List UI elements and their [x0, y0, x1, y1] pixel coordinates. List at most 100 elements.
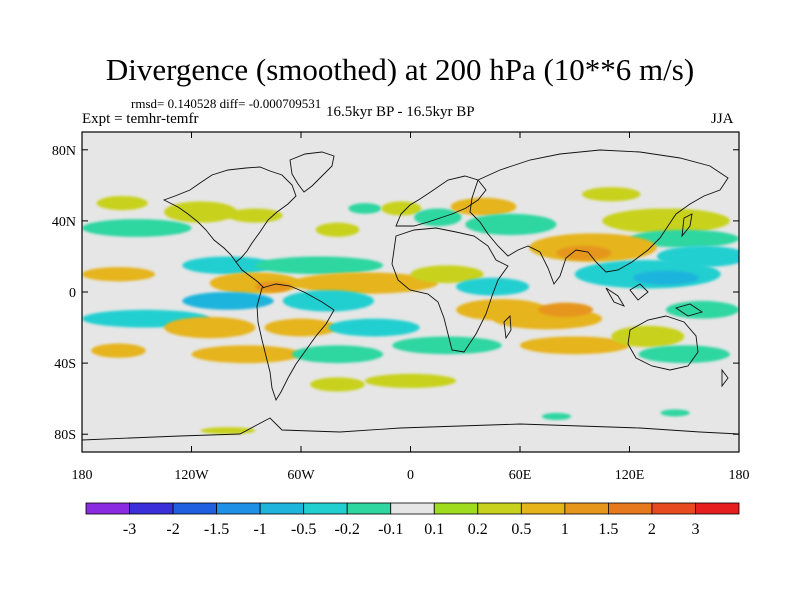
colorbar-box: [346, 502, 392, 515]
anomaly-patch: [611, 325, 685, 348]
coast-asia: [469, 149, 729, 285]
colorbar-label: -3: [123, 521, 136, 538]
colorbar-label: -2: [166, 521, 179, 538]
anomaly-patch: [191, 345, 301, 364]
colorbar-box: [259, 502, 305, 515]
colorbar-box: [564, 502, 609, 515]
anomaly-patch: [538, 302, 593, 317]
anomaly-patch: [629, 229, 739, 248]
anomaly-patch: [381, 201, 422, 216]
map-background: [82, 132, 739, 452]
anomaly-patch: [392, 336, 502, 355]
anomaly-patch: [82, 267, 155, 282]
anomaly-patch: [282, 290, 374, 312]
anomaly-patch: [182, 256, 274, 275]
anomaly-patch: [602, 208, 730, 234]
experiment-label: Expt = temhr-temfr: [82, 111, 199, 127]
season-label: JJA: [711, 111, 734, 127]
stats-label: rmsd= 0.140528 diff= -0.000709531: [131, 96, 322, 111]
anomaly-patch: [520, 336, 630, 355]
anomaly-patch: [410, 265, 484, 284]
y-tick-label: 40S: [54, 357, 76, 372]
y-tick-label: 40N: [52, 215, 76, 230]
coast-africa: [391, 227, 509, 353]
anomaly-patch: [364, 373, 457, 388]
y-tick-label: 80N: [52, 144, 76, 159]
x-tick-label: 60W: [287, 468, 315, 483]
coast-borneo: [629, 283, 649, 301]
coast-greenland: [289, 151, 335, 193]
coast-antarctica: [82, 417, 739, 441]
colorbar-label: 3: [691, 521, 699, 538]
anomaly-patch: [450, 197, 517, 216]
colorbar-label: -1: [253, 521, 266, 538]
coast-sumatra: [605, 287, 626, 307]
anomaly-patch: [315, 222, 360, 237]
colorbar-box: [433, 502, 479, 515]
colorbar-label: -0.5: [291, 521, 316, 538]
anomaly-patch: [255, 256, 384, 275]
colorbar-label: 0.5: [511, 521, 531, 538]
coast-japan: [681, 213, 693, 238]
anomaly-patch: [182, 292, 274, 310]
colorbar-label: 0.2: [468, 521, 488, 538]
colorbar-label: -0.1: [378, 521, 403, 538]
map-title: Divergence (smoothed) at 200 hPa (10**6 …: [105, 52, 695, 87]
anomaly-patch: [666, 300, 739, 319]
coast-south-america: [256, 283, 335, 402]
colorbar-label: 2: [648, 521, 656, 538]
colorbar-label: 0.1: [424, 521, 444, 538]
anomaly-patch: [255, 281, 292, 292]
coast-australia: [627, 315, 699, 371]
anomaly-patch: [541, 412, 572, 421]
colorbar-box: [608, 502, 653, 515]
coastlines: [82, 149, 739, 441]
anomaly-patch: [660, 409, 690, 417]
x-tick-label: 120W: [174, 468, 209, 483]
axes: 180 120W 60W 0 60E 120E 180 80N 40N 0 40S 80S: [52, 132, 750, 483]
colorbar-label: 1: [561, 521, 569, 538]
coast-new-zealand: [721, 368, 729, 388]
anomaly-patch: [209, 272, 301, 294]
x-tick-label: 60E: [509, 468, 532, 483]
anomaly-patch: [291, 345, 384, 364]
anomaly-patch: [456, 277, 530, 296]
anomaly-patch: [638, 345, 730, 364]
anomaly-patch: [228, 208, 283, 223]
colorbar-box: [129, 502, 174, 515]
anomaly-patch: [82, 219, 192, 237]
colorbar-box: [303, 502, 348, 515]
anomaly-patch: [582, 187, 641, 202]
colorbar-box: [172, 502, 217, 515]
anomaly-patch: [200, 427, 256, 435]
colorbar-box: [695, 502, 740, 515]
anomaly-patch: [556, 245, 612, 260]
x-tick-label: 180: [72, 468, 93, 483]
anomaly-patch: [264, 318, 338, 337]
y-tick-label: 0: [69, 286, 76, 301]
colorbar-box: [477, 502, 522, 515]
x-tick-label: 0: [407, 468, 414, 483]
anomaly-patch: [633, 270, 699, 285]
anomaly-patch: [96, 196, 148, 211]
period-label: 16.5kyr BP - 16.5kyr BP: [326, 104, 475, 120]
x-tick-label: 120E: [615, 468, 645, 483]
colorbar-label: 1.5: [598, 521, 618, 538]
coast-central-america: [235, 261, 265, 289]
coast-north-america: [162, 166, 297, 263]
anomaly-patch: [164, 201, 238, 223]
colorbar-box: [651, 502, 696, 515]
anomaly-patch: [465, 213, 557, 236]
x-tick-label: 180: [729, 468, 750, 483]
coast-madagascar: [503, 314, 512, 340]
anomaly-patch: [164, 316, 256, 339]
colorbar-label: -1.5: [204, 521, 229, 538]
anomaly-patch: [310, 377, 365, 392]
colorbar-box: [520, 502, 566, 515]
anomaly-patch: [291, 272, 438, 294]
colorbar-box: [216, 502, 261, 515]
colorbar-box: [390, 502, 435, 515]
coast-new-guinea: [674, 303, 704, 317]
anomaly-patch: [414, 208, 462, 227]
